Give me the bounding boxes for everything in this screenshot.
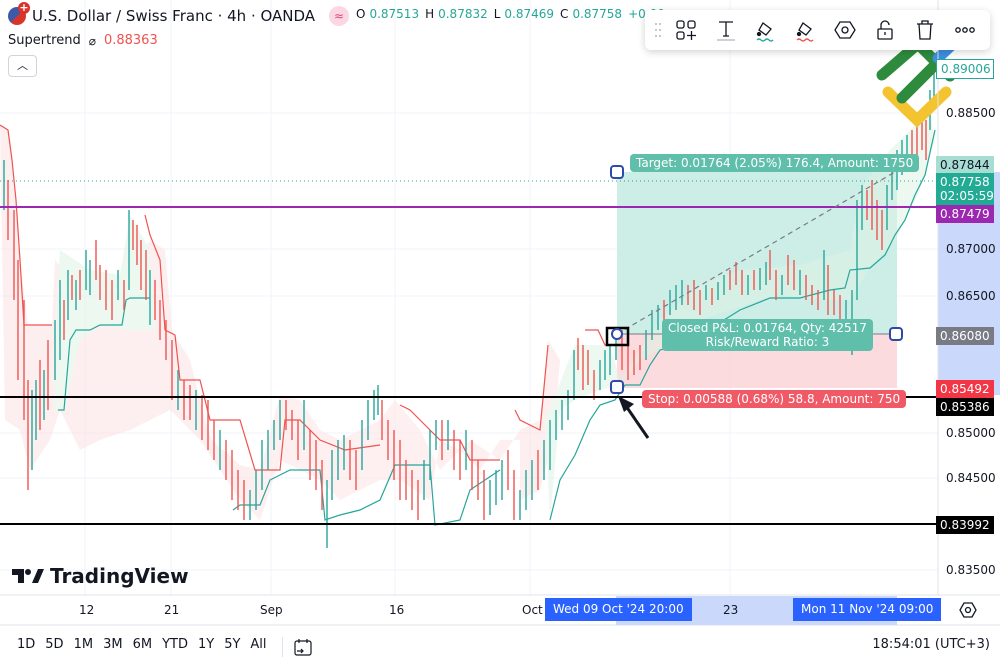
- high-value: 0.87832: [438, 7, 488, 21]
- high-price-label: 0.89006: [936, 59, 994, 79]
- chevron-up-icon: ︿: [17, 59, 28, 72]
- time-tick: 21: [164, 603, 180, 617]
- wave-icon[interactable]: ≈: [329, 6, 350, 26]
- high-label: H: [425, 7, 435, 21]
- last-price-value: 0.87758: [940, 175, 990, 189]
- bar-countdown: 02:05:59: [940, 189, 994, 203]
- entry-target-price-label: 0.87844: [936, 156, 994, 174]
- calendar-goto-icon: [293, 639, 312, 656]
- entry-handle[interactable]: [611, 328, 623, 340]
- pnl-line: Closed P&L: 0.01764, Qty: 42517: [668, 321, 867, 335]
- tradingview-logo-icon: [12, 569, 44, 583]
- fill-color-green-button[interactable]: [747, 14, 785, 46]
- indicator-value: 0.88363: [103, 33, 158, 48]
- target-label[interactable]: Target: 0.01764 (2.05%) 176.4, Amount: 1…: [630, 154, 920, 172]
- axis-settings-button[interactable]: [958, 600, 978, 620]
- symbol-legend[interactable]: U.S. Dollar / Swiss Franc · 4h · OANDA ≈: [8, 2, 350, 26]
- more-icon: [955, 27, 975, 33]
- fill-color-red-button[interactable]: [787, 14, 825, 46]
- paint-bucket-icon: [796, 22, 813, 42]
- entry-price-label: 0.85492: [936, 380, 994, 398]
- hexagon-settings-icon: [959, 602, 977, 618]
- paint-bucket-icon: [756, 22, 774, 42]
- close-value: 0.87758: [572, 7, 623, 21]
- range-all[interactable]: All: [250, 637, 267, 652]
- range-5d[interactable]: 5D: [45, 637, 64, 652]
- range-1d[interactable]: 1D: [17, 637, 36, 652]
- hexagon-settings-icon: [834, 21, 857, 39]
- close-price-label: 0.86080: [936, 327, 994, 345]
- goto-date-button[interactable]: [293, 637, 313, 661]
- divider: [281, 637, 283, 657]
- end-date-pill[interactable]: Mon 11 Nov '24 09:00: [793, 598, 942, 621]
- open-value: 0.87513: [369, 7, 420, 21]
- more-button[interactable]: [946, 14, 984, 46]
- entry-marker-box: [605, 326, 630, 347]
- purple-line-price-label: 0.87479: [936, 205, 994, 223]
- symbol-title[interactable]: U.S. Dollar / Swiss Franc · 4h · OANDA: [32, 7, 316, 25]
- candles: [3, 70, 935, 548]
- start-date-pill[interactable]: Wed 09 Oct '24 20:00: [545, 598, 692, 621]
- trash-icon: [917, 20, 934, 40]
- usd-chf-flag-icon: [8, 2, 30, 25]
- upper-level-price-label: 0.85386: [936, 398, 994, 416]
- tradingview-logo[interactable]: TradingView: [12, 564, 189, 588]
- range-1m[interactable]: 1M: [73, 637, 94, 652]
- hidden-eye-icon[interactable]: ⌀: [88, 33, 96, 48]
- price-tick: 0.88500: [946, 106, 996, 120]
- time-tick: Oct: [522, 603, 543, 617]
- time-tick: 12: [79, 603, 95, 617]
- grip-icon[interactable]: [651, 20, 665, 40]
- indicator-legend[interactable]: Supertrend ⌀ 0.88363: [8, 33, 158, 48]
- end-handle[interactable]: [889, 327, 903, 341]
- add-object-icon: [676, 20, 696, 40]
- clock[interactable]: 18:54:01 (UTC+3): [872, 637, 990, 652]
- stop-label[interactable]: Stop: 0.00588 (0.68%) 58.8, Amount: 750: [642, 390, 907, 408]
- price-tick: 0.84500: [946, 471, 996, 485]
- price-tick: 0.83500: [946, 563, 996, 577]
- supertrend-fill: [0, 110, 935, 520]
- unlock-icon: [877, 20, 893, 40]
- logo-text: TradingView: [50, 564, 189, 588]
- collapse-legend-button[interactable]: ︿: [8, 55, 37, 77]
- range-selector: 1D 5D 1M 3M 6M YTD 1Y 5Y All: [12, 637, 313, 661]
- range-6m[interactable]: 6M: [132, 637, 153, 652]
- close-label: C: [560, 7, 569, 21]
- object-tree-button[interactable]: [667, 14, 705, 46]
- ohlc-values: O0.87513 H0.87832 L0.87469 C0.87758 +0.0…: [356, 7, 667, 21]
- pnl-label[interactable]: Closed P&L: 0.01764, Qty: 42517 Risk/Rew…: [662, 319, 873, 351]
- low-label: L: [493, 7, 501, 21]
- text-icon: [716, 21, 735, 41]
- time-tick: 16: [389, 603, 405, 617]
- drawing-toolbar: [645, 10, 990, 50]
- open-label: O: [356, 7, 366, 21]
- target-handle[interactable]: [610, 165, 624, 179]
- low-value: 0.87469: [504, 7, 555, 21]
- lower-level-price-label: 0.83992: [936, 516, 994, 534]
- range-3m[interactable]: 3M: [103, 637, 123, 652]
- delete-button[interactable]: [906, 14, 944, 46]
- range-1y[interactable]: 1Y: [197, 637, 215, 652]
- range-5y[interactable]: 5Y: [224, 637, 241, 652]
- stop-handle[interactable]: [610, 380, 624, 394]
- time-tick: Sep: [260, 603, 283, 617]
- price-tick: 0.86500: [946, 289, 996, 303]
- text-button[interactable]: [707, 14, 745, 46]
- settings-button[interactable]: [826, 14, 864, 46]
- indicator-name[interactable]: Supertrend: [8, 33, 81, 48]
- time-tick: 23: [723, 603, 739, 617]
- risk-reward-line: Risk/Reward Ratio: 3: [705, 335, 830, 349]
- last-price-label: 0.87758 02:05:59: [936, 173, 994, 205]
- range-ytd[interactable]: YTD: [162, 637, 188, 652]
- arrow-annotation[interactable]: [618, 396, 650, 439]
- price-tick: 0.85000: [946, 426, 996, 440]
- lock-button[interactable]: [866, 14, 904, 46]
- price-tick: 0.87000: [946, 242, 996, 256]
